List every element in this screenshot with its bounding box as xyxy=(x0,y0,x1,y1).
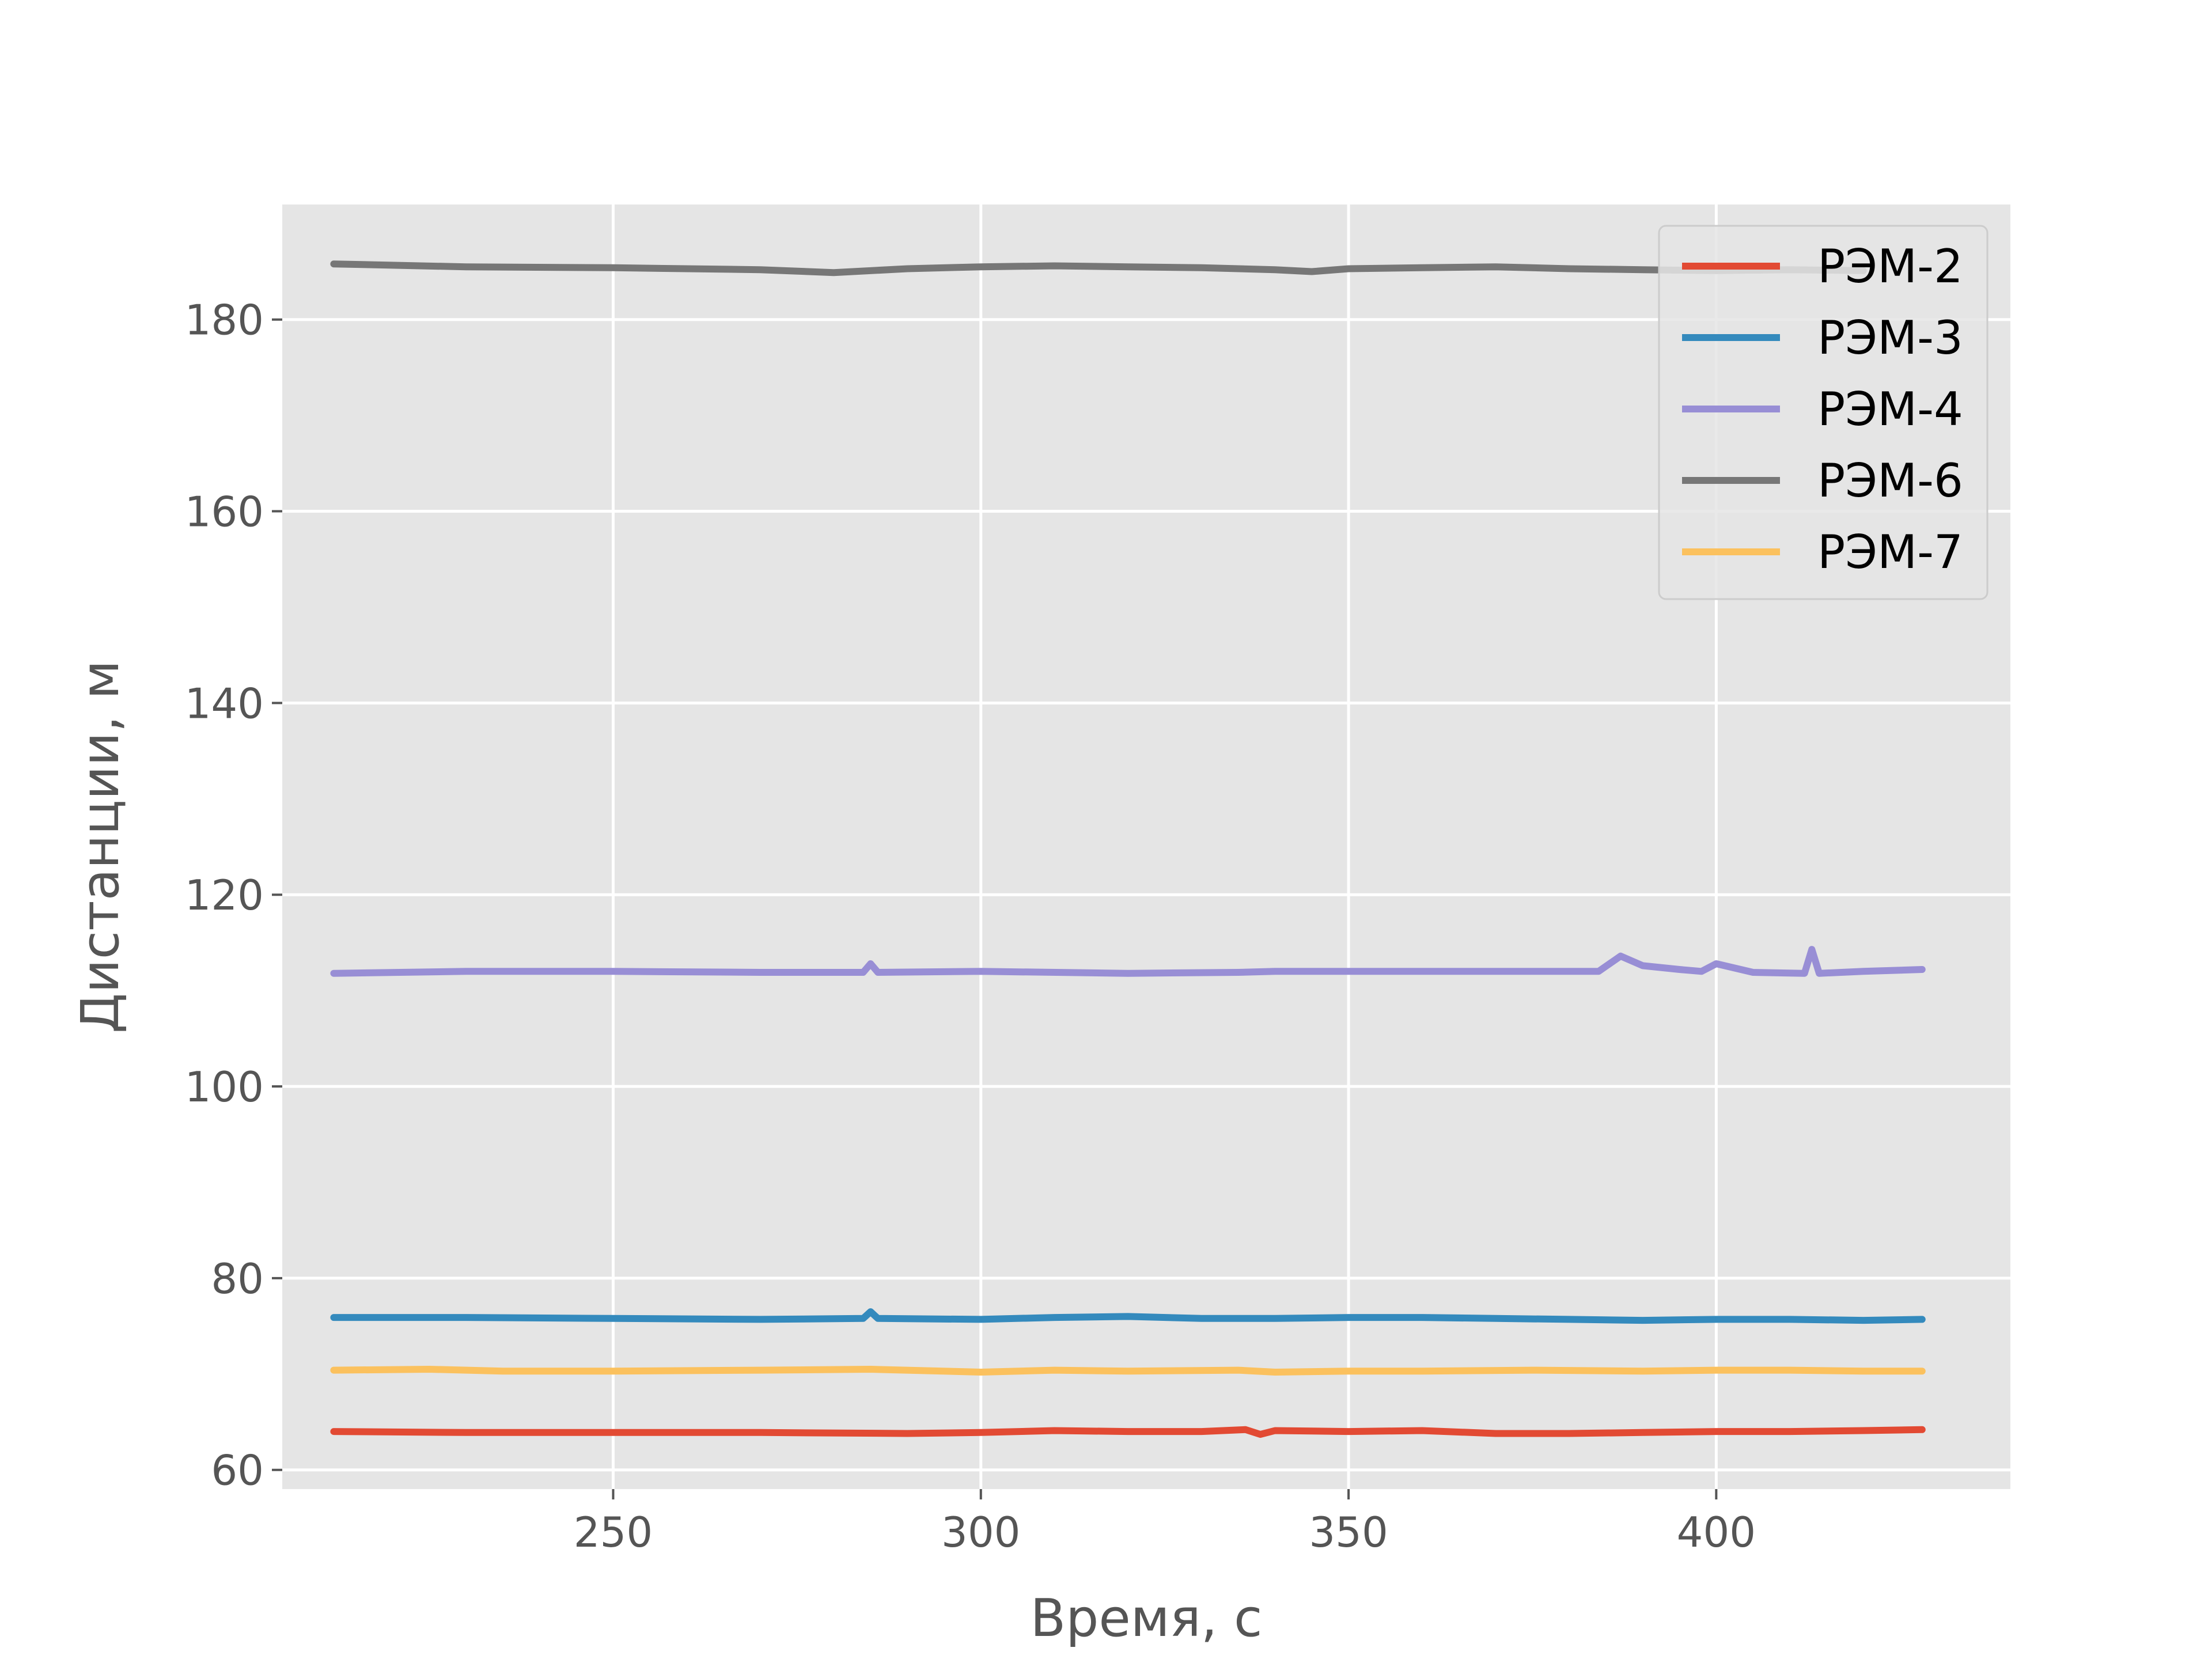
x-axis-label: Время, с xyxy=(1031,1588,1263,1649)
series-line-3 xyxy=(330,946,1926,977)
y-tick-label: 160 xyxy=(185,488,264,536)
x-tick-label: 400 xyxy=(1677,1508,1756,1556)
series-line-5 xyxy=(330,1366,1926,1376)
y-tick-label: 120 xyxy=(185,871,264,919)
x-axis-ticks: 250 300 350 400 xyxy=(574,1489,1756,1556)
series-line-4 xyxy=(330,260,1867,276)
x-tick-label: 350 xyxy=(1309,1508,1388,1556)
x-tick-label: 250 xyxy=(574,1508,653,1556)
y-tick-label: 180 xyxy=(185,296,264,344)
legend-label-3: РЭМ-4 xyxy=(1817,382,1963,436)
series-line-1 xyxy=(330,1426,1926,1438)
y-tick-label: 140 xyxy=(185,679,264,728)
series-line-2 xyxy=(330,1308,1926,1324)
legend-label-2: РЭМ-3 xyxy=(1817,311,1963,365)
legend-label-4: РЭМ-6 xyxy=(1817,454,1963,507)
y-axis-ticks: 60 80 100 120 140 160 180 xyxy=(185,296,282,1495)
series-lines xyxy=(330,260,1926,1438)
y-axis-label: Дистанции, м xyxy=(70,660,131,1033)
y-tick-label: 80 xyxy=(211,1255,264,1303)
legend-label-1: РЭМ-2 xyxy=(1817,240,1963,293)
legend-label-5: РЭМ-7 xyxy=(1817,525,1963,579)
legend: РЭМ-2 РЭМ-3 РЭМ-4 РЭМ-6 РЭМ-7 xyxy=(1658,225,1988,600)
y-tick-label: 60 xyxy=(211,1446,264,1495)
x-tick-label: 300 xyxy=(941,1508,1020,1556)
legend-frame xyxy=(1658,225,1988,600)
y-tick-label: 100 xyxy=(185,1063,264,1111)
